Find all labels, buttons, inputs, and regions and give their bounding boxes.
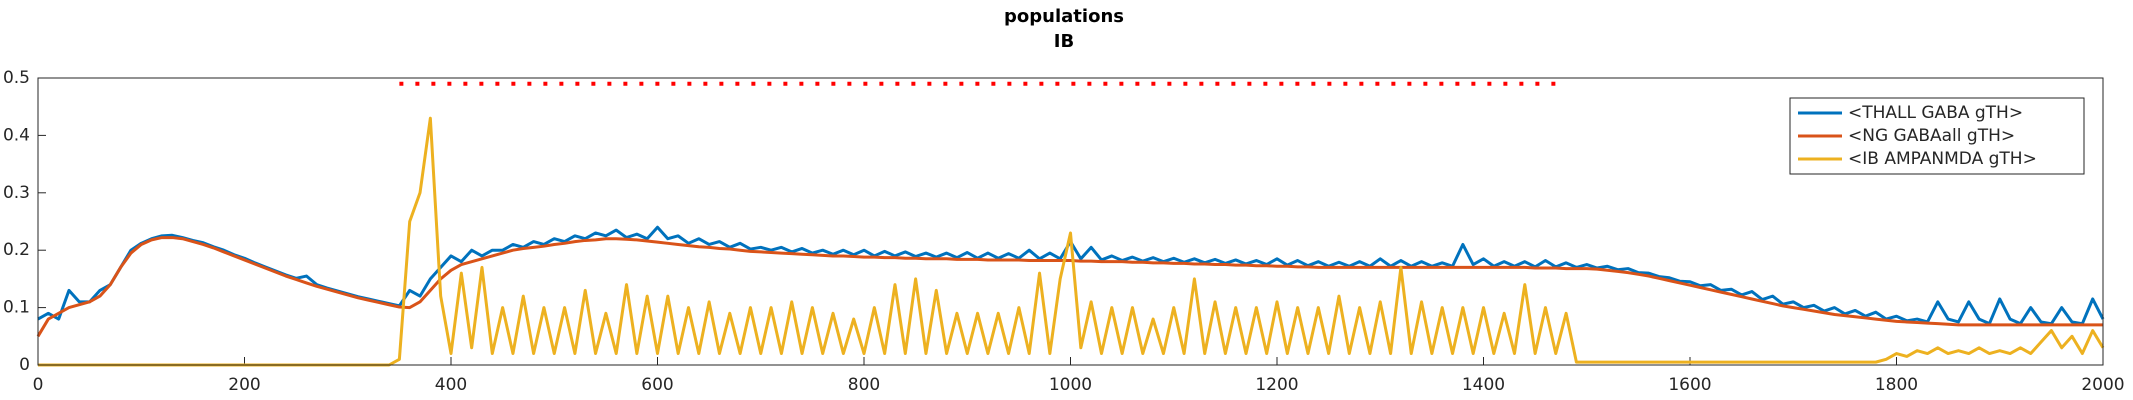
x-tick-label: 600 (641, 375, 673, 395)
legend-label: <IB AMPANMDA gTH> (1848, 149, 2037, 169)
chart-title: populations (1004, 6, 1124, 27)
x-tick-label: 200 (228, 375, 260, 395)
x-tick-label: 1800 (1875, 375, 1918, 395)
chart-subtitle: IB (1054, 31, 1074, 52)
axes-box (37, 77, 2104, 366)
legend-label: <NG GABAall gTH> (1848, 126, 2015, 146)
y-tick-label: 0.3 (3, 183, 30, 203)
x-tick-label: 2000 (2081, 375, 2124, 395)
y-tick-label: 0.2 (3, 240, 30, 260)
x-tick-label: 1200 (1255, 375, 1298, 395)
x-tick-label: 0 (33, 375, 44, 395)
x-tick-label: 400 (435, 375, 467, 395)
legend-label: <THALL GABA gTH> (1848, 103, 2023, 123)
x-tick-label: 1000 (1049, 375, 1092, 395)
y-tick-label: 0.1 (3, 298, 30, 318)
x-tick-label: 1400 (1462, 375, 1505, 395)
x-tick-label: 800 (848, 375, 880, 395)
y-tick-label: 0.5 (3, 68, 30, 88)
y-tick-label: 0 (19, 355, 30, 375)
y-tick-label: 0.4 (3, 125, 30, 145)
series-line (36, 236, 2103, 338)
x-tick-label: 1600 (1668, 375, 1711, 395)
